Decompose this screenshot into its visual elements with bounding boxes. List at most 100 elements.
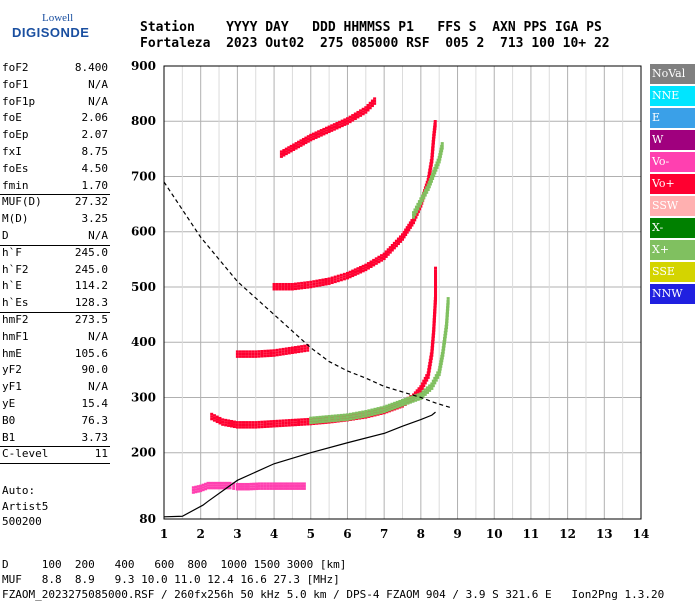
trace-point [292,145,296,149]
trace-point [351,274,355,278]
trace-point [394,242,398,245]
trace-point [434,280,438,284]
trace-point [361,110,365,113]
trace-point [223,486,227,490]
trace-point [299,139,303,142]
param-value: N/A [88,77,108,91]
trace-point [376,407,380,410]
trace-point [345,271,349,275]
trace-point [356,110,360,114]
param-row: yF1 N/A [0,379,112,396]
trace-point [321,278,325,282]
trace-point [269,425,273,428]
trace-point [439,365,443,368]
trace-point [275,351,279,354]
trace-point [303,281,307,285]
trace-point [433,308,437,311]
trace-point [361,269,365,273]
trace-point [269,349,273,352]
param-name: hmF1 [2,329,29,343]
trace-point [338,123,342,126]
trace-point [306,346,310,350]
legend-item-x-: X+ [650,240,695,260]
param-name: hmE [2,346,22,360]
trace-point [366,108,370,112]
param-row: M(D) 3.25 [0,211,112,228]
param-separator [0,194,110,196]
trace-point [287,148,291,152]
trace-point [322,130,326,133]
trace-point [390,405,394,408]
trace-point [342,416,346,419]
trace-point [433,317,437,320]
trace-point [249,487,253,491]
param-name: D [2,228,9,242]
trace-point [432,133,436,136]
trace-point [281,352,285,356]
trace-point [284,147,288,151]
param-name: M(D) [2,212,29,226]
param-row: D N/A [0,228,112,245]
trace-point [327,125,331,129]
trace-point [311,135,315,138]
param-row: h`E 114.2 [0,278,112,295]
trace-point [232,420,236,424]
trace-point [437,373,441,377]
trace-point [348,275,352,279]
trace-point [392,246,396,250]
trace-point [398,237,402,241]
trace-point [336,416,340,420]
trace-point [436,376,440,379]
trace-point [366,106,370,109]
trace-point [445,314,449,317]
trace-point [434,295,438,299]
trace-5 [412,142,444,219]
trace-point [369,260,373,263]
trace-point [390,246,394,249]
trace-point [322,127,326,131]
trace-point [263,482,267,485]
trace-point [440,357,444,360]
trace-point [390,407,394,411]
trace-point [241,487,245,491]
auto-line-2: Artist5 [2,499,49,513]
trace-point [438,370,442,374]
trace-point [209,484,213,487]
trace-point [433,381,437,385]
x-tick-label: 1 [160,527,168,541]
trace-point [349,417,353,421]
trace-point [314,131,318,134]
trace-point [364,268,368,272]
trace-point [422,196,426,200]
trace-point [201,486,205,489]
trace-point [303,418,307,421]
trace-point [303,284,307,287]
trace-point [306,420,310,423]
trace-point [287,351,291,355]
trace-point [263,420,267,424]
trace-point [327,128,331,131]
trace-point [304,139,308,142]
trace-point [266,349,270,353]
trace-point [408,398,412,402]
trace-point [342,413,346,417]
trace-point [407,228,411,232]
trace-point [345,418,349,421]
trace-point [333,278,337,281]
trace-point [435,166,439,169]
param-value: 8.400 [74,61,108,74]
trace-point [349,412,353,416]
trace-point [382,410,386,414]
param-value: 1.70 [81,178,109,192]
y-tick-label: 600 [131,225,156,239]
trace-point [291,484,295,488]
trace-point [390,243,394,247]
trace-point [272,354,276,357]
trace-point [440,144,444,148]
trace-point [431,338,435,341]
trace-point [339,273,343,277]
trace-point [300,286,304,290]
trace-point [408,226,412,229]
trace-point [369,262,373,266]
trace-point [302,484,306,488]
